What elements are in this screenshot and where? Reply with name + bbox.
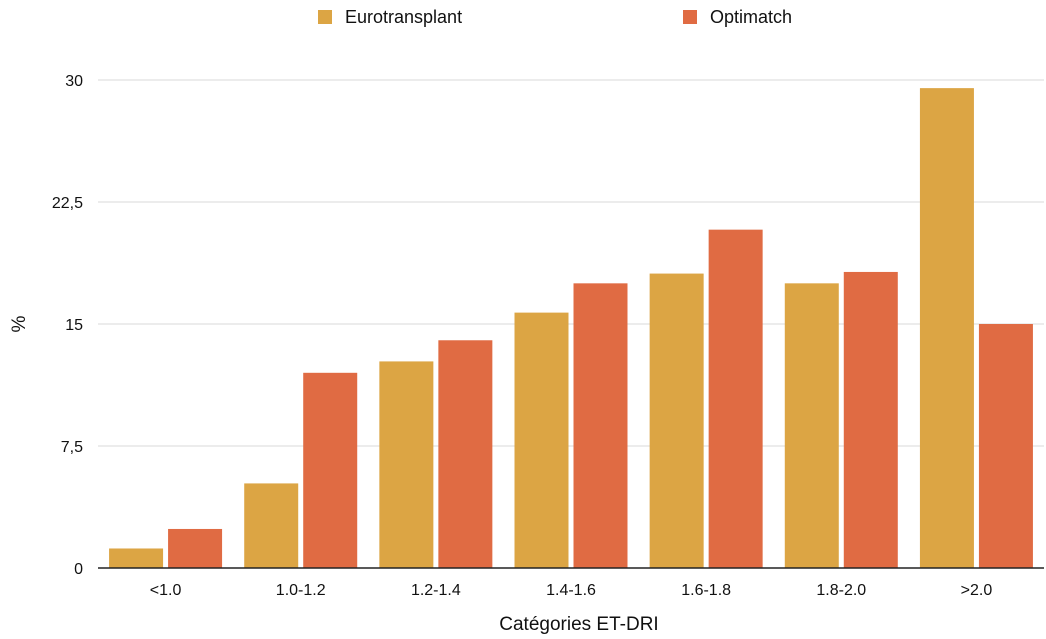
bar-optimatch <box>708 229 763 569</box>
bar-eurotransplant <box>109 548 164 568</box>
bar-optimatch <box>303 372 358 568</box>
legend: Eurotransplant Optimatch <box>318 7 792 27</box>
y-tick-label: 30 <box>65 73 83 90</box>
bar-optimatch <box>573 283 628 568</box>
x-tick-label: >2.0 <box>961 582 993 599</box>
x-tick-label: 1.8-2.0 <box>816 582 866 599</box>
y-axis-title: % <box>9 315 30 332</box>
legend-label-eurotransplant: Eurotransplant <box>345 7 462 27</box>
y-tick-label: 0 <box>74 561 83 578</box>
y-tick-label: 15 <box>65 317 83 334</box>
x-tick-label: 1.6-1.8 <box>681 582 731 599</box>
y-axis-ticks: 0 7,5 15 22,5 30 <box>52 73 83 578</box>
legend-swatch-eurotransplant <box>318 10 332 24</box>
bar-optimatch <box>978 324 1033 568</box>
bars <box>109 88 1033 569</box>
y-tick-label: 7,5 <box>61 439 83 456</box>
bar-optimatch <box>168 528 223 568</box>
bar-optimatch <box>843 271 898 568</box>
bar-eurotransplant <box>514 312 569 568</box>
x-tick-label: <1.0 <box>150 582 182 599</box>
x-tick-label: 1.2-1.4 <box>411 582 461 599</box>
bar-eurotransplant <box>379 361 434 568</box>
bar-eurotransplant <box>244 483 299 568</box>
x-axis-ticks: <1.0 1.0-1.2 1.2-1.4 1.4-1.6 1.6-1.8 1.8-2.0 >… <box>150 582 993 599</box>
y-tick-label: 22,5 <box>52 195 83 212</box>
grid-lines <box>98 79 1044 447</box>
bar-eurotransplant <box>919 88 974 568</box>
legend-swatch-optimatch <box>683 10 697 24</box>
legend-label-optimatch: Optimatch <box>710 7 792 27</box>
x-tick-label: 1.4-1.6 <box>546 582 596 599</box>
bar-optimatch <box>438 340 493 568</box>
x-axis-title: Catégories ET-DRI <box>499 614 658 635</box>
x-tick-label: 1.0-1.2 <box>276 582 326 599</box>
bar-eurotransplant <box>649 273 704 568</box>
bar-eurotransplant <box>784 283 839 568</box>
